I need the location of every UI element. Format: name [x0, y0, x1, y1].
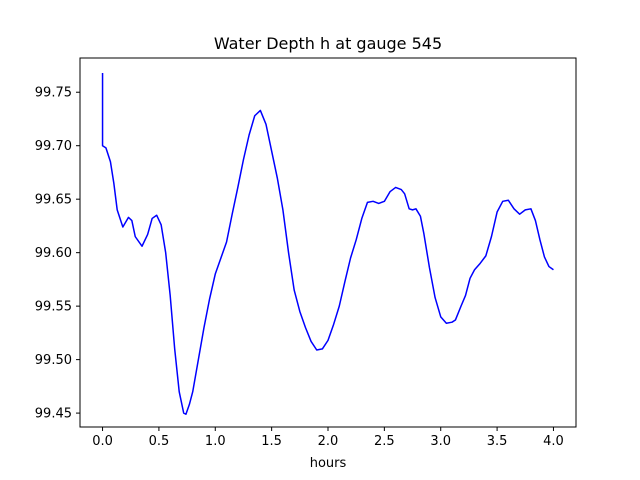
y-tick-label: 99.50 — [35, 353, 72, 368]
plot-layer — [101, 72, 554, 415]
x-tick-label: 1.0 — [205, 434, 226, 449]
x-tick-label: 2.5 — [374, 434, 395, 449]
y-tick-label: 99.45 — [35, 407, 72, 422]
x-axis-ticks: 0.0 0.5 1.0 1.5 2.0 2.5 3.0 3.5 4.0 — [92, 427, 564, 449]
y-tick-label: 99.60 — [35, 246, 72, 261]
x-tick-label: 3.5 — [487, 434, 508, 449]
x-tick-label: 1.5 — [261, 434, 282, 449]
y-axis-ticks: 99.45 99.50 99.55 99.60 99.65 99.70 99.75 — [35, 86, 80, 422]
x-axis-label: hours — [310, 456, 347, 471]
axes-frame — [79, 57, 577, 428]
y-tick-label: 99.55 — [35, 300, 72, 315]
chart-title: Water Depth h at gauge 545 — [214, 34, 442, 53]
x-tick-label: 2.0 — [318, 434, 339, 449]
x-tick-label: 0.0 — [92, 434, 113, 449]
y-tick-label: 99.65 — [35, 193, 72, 208]
y-tick-label: 99.70 — [35, 139, 72, 154]
series-line — [101, 72, 554, 415]
x-tick-label: 0.5 — [149, 434, 170, 449]
x-tick-label: 4.0 — [543, 434, 564, 449]
y-tick-label: 99.75 — [35, 86, 72, 101]
x-tick-label: 3.0 — [430, 434, 451, 449]
